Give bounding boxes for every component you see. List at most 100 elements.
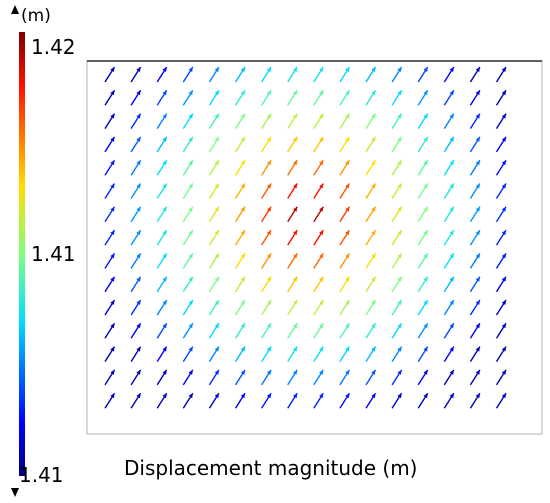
arrow-12-12 xyxy=(417,346,429,362)
arrow-1-2 xyxy=(156,89,168,106)
arrow-8-11 xyxy=(391,253,403,269)
arrow-12-11 xyxy=(391,346,403,362)
arrow-4-1 xyxy=(130,159,142,176)
arrow-13-7 xyxy=(287,369,298,386)
arrow-3-1 xyxy=(130,136,142,153)
arrow-7-4 xyxy=(208,229,220,246)
arrow-2-4 xyxy=(208,113,220,129)
arrow-4-8 xyxy=(313,159,324,176)
arrow-4-15 xyxy=(495,159,507,176)
chart-caption: Displacement magnitude (m) xyxy=(124,456,417,480)
arrow-11-8 xyxy=(313,322,324,339)
arrow-0-5 xyxy=(234,66,246,83)
arrow-5-0 xyxy=(104,183,116,199)
colorbar-max-label: 1.42 xyxy=(31,35,76,59)
colorbar-down-arrow-icon xyxy=(11,488,19,497)
arrow-11-6 xyxy=(261,322,272,339)
arrow-11-1 xyxy=(130,322,142,339)
arrow-13-6 xyxy=(261,369,272,386)
arrow-6-9 xyxy=(339,206,350,223)
arrow-2-11 xyxy=(391,113,403,129)
arrow-10-14 xyxy=(469,299,481,316)
arrow-14-1 xyxy=(130,392,142,409)
arrow-14-7 xyxy=(287,392,298,409)
arrow-5-4 xyxy=(208,183,220,199)
arrow-10-7 xyxy=(287,299,298,316)
arrow-7-0 xyxy=(104,229,116,246)
arrow-5-5 xyxy=(234,183,246,199)
arrow-9-13 xyxy=(443,276,455,293)
arrow-6-6 xyxy=(261,206,272,223)
arrow-4-5 xyxy=(234,159,246,176)
arrow-9-14 xyxy=(469,276,481,293)
arrow-5-8 xyxy=(313,183,324,199)
arrow-8-9 xyxy=(339,253,350,269)
arrow-9-3 xyxy=(182,276,194,293)
arrow-11-12 xyxy=(417,322,429,339)
colorbar: (m) 1.42 1.41 1.41 xyxy=(11,5,76,497)
arrow-4-2 xyxy=(156,159,168,176)
arrow-11-9 xyxy=(339,322,350,339)
colorbar-mid-label: 1.41 xyxy=(31,242,76,266)
arrow-0-8 xyxy=(313,66,324,83)
arrow-11-5 xyxy=(234,322,246,339)
arrow-13-0 xyxy=(104,369,116,386)
arrow-7-3 xyxy=(182,229,194,246)
arrow-9-0 xyxy=(104,276,116,293)
arrow-14-12 xyxy=(417,392,429,409)
arrow-12-13 xyxy=(443,346,455,362)
arrow-12-1 xyxy=(130,346,142,362)
arrow-2-15 xyxy=(495,113,507,129)
arrow-1-11 xyxy=(391,89,403,106)
arrow-11-2 xyxy=(156,322,168,339)
arrow-0-15 xyxy=(495,66,507,83)
arrow-10-12 xyxy=(417,299,429,316)
arrow-6-0 xyxy=(104,206,116,223)
arrow-14-0 xyxy=(104,392,116,409)
arrow-4-4 xyxy=(208,159,220,176)
arrow-10-13 xyxy=(443,299,455,316)
arrow-1-8 xyxy=(313,89,324,106)
arrow-12-15 xyxy=(495,346,507,362)
arrow-8-4 xyxy=(208,253,220,269)
arrow-4-13 xyxy=(443,159,455,176)
arrow-3-12 xyxy=(417,136,429,153)
arrow-0-4 xyxy=(208,66,220,83)
arrow-9-12 xyxy=(417,276,429,293)
arrow-4-14 xyxy=(469,159,481,176)
arrow-5-6 xyxy=(261,183,272,199)
arrow-8-2 xyxy=(156,253,168,269)
arrow-field xyxy=(104,66,507,409)
arrow-4-7 xyxy=(287,159,298,176)
arrow-3-11 xyxy=(391,136,403,153)
arrow-9-9 xyxy=(339,276,350,293)
arrow-11-4 xyxy=(208,322,220,339)
arrow-14-3 xyxy=(182,392,194,409)
arrow-10-1 xyxy=(130,299,142,316)
arrow-7-14 xyxy=(469,229,481,246)
arrow-14-11 xyxy=(391,392,403,409)
arrow-14-10 xyxy=(365,392,377,409)
arrow-3-14 xyxy=(469,136,481,153)
arrow-10-5 xyxy=(234,299,246,316)
arrow-14-2 xyxy=(156,392,168,409)
arrow-6-15 xyxy=(495,206,507,223)
arrow-6-5 xyxy=(234,206,246,223)
arrow-6-12 xyxy=(417,206,429,223)
arrow-0-13 xyxy=(443,66,455,83)
arrow-4-6 xyxy=(261,159,272,176)
arrow-13-13 xyxy=(443,369,455,386)
arrow-7-10 xyxy=(365,229,377,246)
arrow-1-13 xyxy=(443,89,455,106)
arrow-13-8 xyxy=(313,369,324,386)
arrow-3-7 xyxy=(287,136,298,153)
arrow-11-10 xyxy=(365,322,377,339)
arrow-8-15 xyxy=(495,253,507,269)
arrow-1-15 xyxy=(495,89,507,106)
arrow-0-12 xyxy=(417,66,429,83)
arrow-9-10 xyxy=(365,276,377,293)
colorbar-up-arrow-icon xyxy=(11,5,19,14)
arrow-12-3 xyxy=(182,346,194,362)
arrow-10-4 xyxy=(208,299,220,316)
arrow-6-1 xyxy=(130,206,142,223)
